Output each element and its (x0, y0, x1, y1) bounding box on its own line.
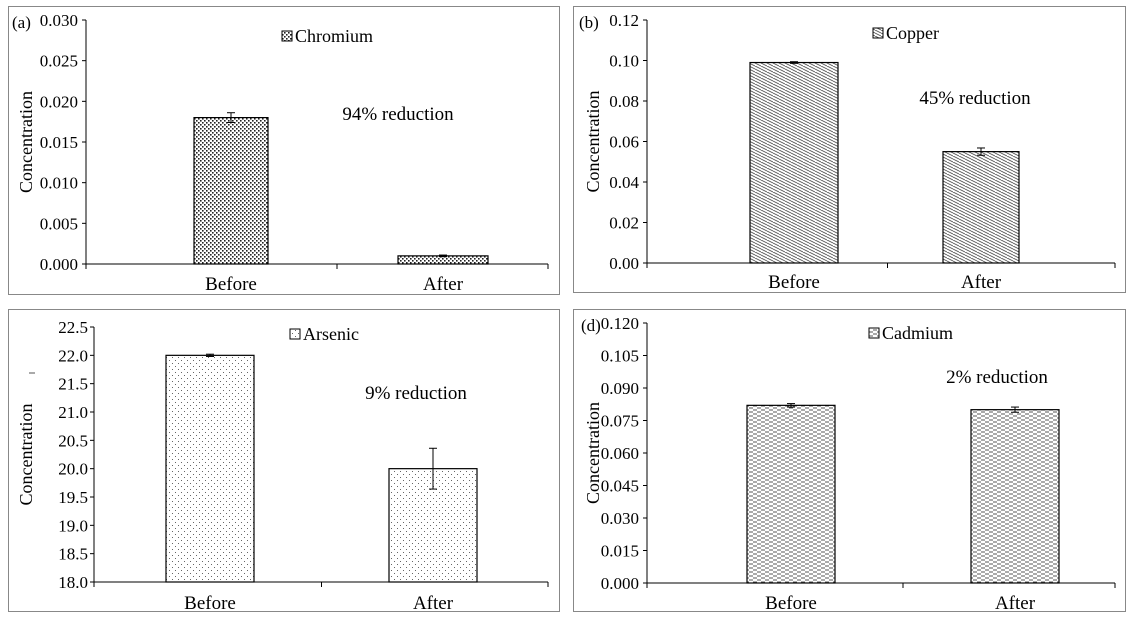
category-label: After (413, 593, 454, 614)
y-tick-label: 18.5 (58, 545, 88, 564)
y-tick-label: 0.000 (601, 574, 639, 593)
y-tick-label: 19.0 (58, 516, 88, 535)
chart-svg-a: 0.000 0.005 0.010 0.015 0.020 0.025 0.030 Conce… (8, 6, 560, 295)
y-tick-label: 22.0 (58, 346, 88, 365)
reduction-annotation: 45% reduction (919, 88, 1031, 109)
category-label: After (961, 272, 1002, 293)
panel-frame (573, 6, 1126, 293)
legend-label: Copper (886, 23, 939, 43)
chart-panel-b: 0.00 0.02 0.04 0.06 0.08 0.10 0.12 Concentratio… (569, 0, 1136, 305)
legend-swatch (868, 327, 880, 339)
y-tick-label: 0.08 (609, 92, 639, 111)
legend-label: Chromium (295, 26, 373, 46)
y-tick-label: 0.04 (609, 173, 639, 192)
y-tick-label: 0.020 (40, 92, 78, 111)
chart-panel-a: 0.000 0.005 0.010 0.015 0.020 0.025 0.030 Conce… (0, 0, 571, 305)
y-tick-label: 20.0 (58, 460, 88, 479)
y-tick-label: 0.015 (40, 133, 78, 152)
category-label: Before (768, 272, 820, 293)
bar-after (942, 151, 1020, 264)
chart-panel-d: 0.000 0.015 0.030 0.045 0.060 0.075 0.090 0.105… (569, 305, 1136, 617)
y-tick-label: 0.045 (601, 477, 639, 496)
legend-swatch (281, 30, 293, 42)
reduction-annotation: 2% reduction (946, 367, 1048, 388)
panel-label: (d) (581, 316, 601, 335)
y-tick-label: 0.060 (601, 444, 639, 463)
bar-before (193, 116, 269, 265)
y-tick-label: 0.005 (40, 214, 78, 233)
y-axis-label: Concentration (583, 91, 603, 193)
y-tick-label: 0.10 (609, 52, 639, 71)
chart-svg-d: 0.000 0.015 0.030 0.045 0.060 0.075 0.090 0.105… (573, 309, 1126, 614)
y-tick-label: 20.5 (58, 431, 88, 450)
y-tick-label: 0.090 (601, 379, 639, 398)
bar-before (749, 61, 839, 264)
y-tick-label: 0.025 (40, 52, 78, 71)
y-tick-label: 0.00 (609, 254, 639, 273)
reduction-annotation: 9% reduction (365, 383, 467, 404)
panel-frame (8, 6, 560, 295)
y-tick-label: 21.5 (58, 375, 88, 394)
bar-after (970, 409, 1060, 584)
y-tick-label: 0.06 (609, 133, 639, 152)
chart-svg-c: 18.0 18.5 19.0 19.5 20.0 20.5 21.0 21.5 22.0 22.5… (8, 309, 560, 614)
y-axis-label: Concentration (16, 91, 36, 193)
y-tick-label: 21.0 (58, 403, 88, 422)
y-tick-label: 0.02 (609, 214, 639, 233)
panel-frame (573, 309, 1126, 612)
y-tick-label: 19.5 (58, 488, 88, 507)
y-tick-label: 0.12 (609, 11, 639, 30)
panel-label: (b) (579, 13, 599, 32)
category-label: After (995, 593, 1036, 614)
legend-label: Arsenic (303, 324, 359, 344)
y-tick-label: 0.105 (601, 347, 639, 366)
y-tick-label: 0.010 (40, 174, 78, 193)
y-axis-label: Concentration (16, 404, 36, 506)
y-tick-label: 0.000 (40, 255, 78, 274)
panel-frame (8, 309, 560, 612)
y-tick-label: 22.5 (58, 318, 88, 337)
y-tick-label: 0.030 (601, 509, 639, 528)
panel-label: (a) (12, 13, 31, 32)
legend-swatch (289, 328, 301, 340)
y-axis-label: Concentration (583, 402, 603, 504)
y-tick-label: 0.075 (601, 412, 639, 431)
bar-before (746, 404, 836, 584)
category-label: Before (765, 593, 817, 614)
reduction-annotation: 94% reduction (342, 104, 454, 125)
category-label: After (423, 274, 464, 295)
y-tick-label: 0.120 (601, 314, 639, 333)
legend-label: Cadmium (882, 323, 953, 343)
y-tick-label: 0.030 (40, 11, 78, 30)
category-label: Before (184, 593, 236, 614)
chart-svg-b: 0.00 0.02 0.04 0.06 0.08 0.10 0.12 Concentratio… (573, 6, 1126, 293)
y-tick-label: 18.0 (58, 573, 88, 592)
y-tick-label: 0.015 (601, 542, 639, 561)
chart-panel-c: 18.0 18.5 19.0 19.5 20.0 20.5 21.0 21.5 22.0 22.5… (0, 305, 571, 617)
legend-swatch (872, 27, 884, 39)
category-label: Before (205, 274, 257, 295)
bar-before (165, 354, 255, 583)
